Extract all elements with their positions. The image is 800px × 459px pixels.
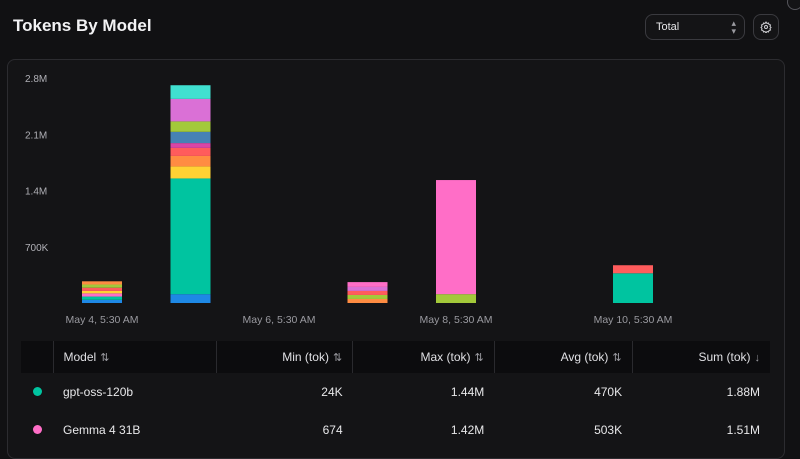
row-sum: 1.88M (726, 385, 760, 399)
bar-segment[interactable] (613, 265, 653, 274)
page-title: Tokens By Model (13, 16, 152, 35)
y-tick-label: 700K (25, 243, 49, 254)
x-tick-label: May 6, 5:30 AM (243, 314, 316, 326)
row-min: 674 (322, 423, 343, 437)
row-model: gpt-oss-120b (63, 385, 134, 399)
bar-segment[interactable] (170, 155, 211, 167)
header-sum[interactable]: Sum (tok) ↓ (631, 341, 770, 373)
bar-segment[interactable] (170, 131, 211, 144)
sort-arrows-icon: ⇅ (332, 352, 343, 364)
header-max[interactable]: Max (tok) ⇅ (352, 341, 495, 373)
y-tick-label: 2.1M (25, 130, 47, 141)
bar-segment[interactable] (347, 286, 388, 291)
close-button[interactable] (787, 0, 800, 10)
row-max: 1.42M (450, 423, 485, 437)
bar-segment[interactable] (170, 166, 211, 179)
header-model[interactable]: Model ⇅ (52, 341, 217, 373)
bar-segment[interactable] (82, 281, 122, 285)
stacked-bar-chart: 700K 1.4M 2.1M 2.8M May 4, 5:30 AM May 6, 5:3… (25, 74, 673, 326)
series-color-dot (33, 425, 42, 434)
bar-segment[interactable] (347, 294, 388, 299)
bar-segment[interactable] (347, 282, 388, 287)
bar-segment[interactable] (82, 299, 122, 303)
bar-segment[interactable] (82, 290, 122, 294)
sort-down-icon: ↓ (754, 352, 761, 364)
sort-arrows-icon: ⇅ (474, 352, 484, 364)
bar-segment[interactable] (170, 294, 211, 303)
bar-segment[interactable] (170, 121, 211, 132)
chevron-updown-icon: ▴ ▾ (731, 18, 736, 36)
header-min[interactable]: Min (tok) ⇅ (216, 341, 353, 373)
row-min: 24K (321, 385, 343, 399)
bar-segment[interactable] (436, 180, 476, 295)
x-tick-label: May 8, 5:30 AM (420, 314, 493, 326)
table-header-row: Model ⇅ Min (tok) ⇅ Max (tok) ⇅ Avg (tok) ⇅ … (21, 341, 770, 373)
sort-arrows-icon: ⇅ (612, 352, 622, 364)
model-table: Model ⇅ Min (tok) ⇅ Max (tok) ⇅ Avg (tok) ⇅ … (21, 341, 770, 449)
bar-segment[interactable] (170, 98, 211, 122)
row-avg: 503K (594, 423, 623, 437)
chart-panel (7, 59, 785, 459)
x-tick-label: May 10, 5:30 AM (594, 314, 673, 326)
bar-segment[interactable] (82, 284, 122, 288)
bar-segment[interactable] (82, 293, 122, 297)
header-avg[interactable]: Avg (tok) ⇅ (493, 341, 633, 373)
bar-segment[interactable] (347, 298, 388, 303)
table-row[interactable]: Gemma 4 31B 674 1.42M 503K 1.51M (21, 411, 770, 449)
header-color-col (21, 341, 53, 373)
gear-icon (760, 21, 772, 33)
row-max: 1.44M (450, 385, 485, 399)
settings-button[interactable] (753, 14, 779, 40)
row-model: Gemma 4 31B (63, 423, 141, 437)
bar-segment[interactable] (436, 294, 476, 303)
bar-segment[interactable] (82, 287, 122, 291)
row-sum: 1.51M (726, 423, 760, 437)
bar-segment[interactable] (82, 296, 122, 300)
bar-segment[interactable] (170, 143, 211, 148)
bar-segment[interactable] (347, 290, 388, 295)
bar-segment[interactable] (170, 147, 211, 156)
aggregation-select-value: Total (656, 21, 680, 33)
series-color-dot (33, 387, 42, 396)
x-tick-label: May 4, 5:30 AM (66, 314, 139, 326)
table-row[interactable]: gpt-oss-120b 24K 1.44M 470K 1.88M (21, 373, 770, 411)
row-avg: 470K (594, 385, 623, 399)
sort-arrows-icon: ⇅ (100, 352, 110, 364)
bar-segment[interactable] (170, 178, 211, 295)
aggregation-select[interactable]: Total ▴ ▾ (645, 14, 745, 40)
y-tick-label: 1.4M (25, 187, 47, 198)
bar-segment[interactable] (170, 85, 211, 99)
bar-segment[interactable] (613, 273, 653, 303)
y-tick-label: 2.8M (25, 74, 47, 85)
